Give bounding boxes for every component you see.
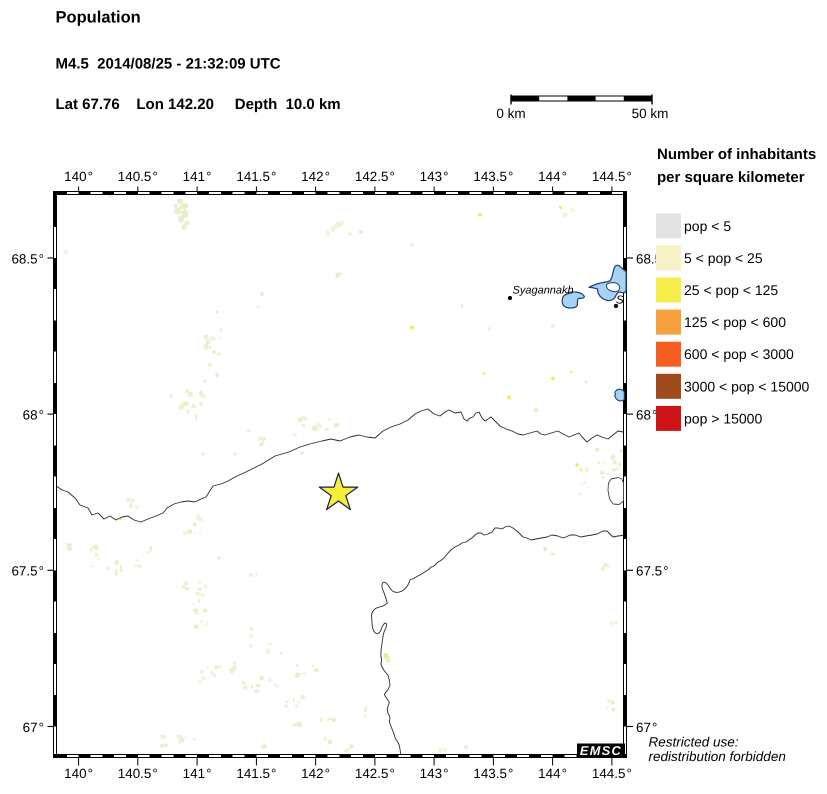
svg-text:143.5 °: 143.5 ° xyxy=(473,169,513,184)
svg-text:141.5 °: 141.5 ° xyxy=(236,169,276,184)
svg-text:67.5 °: 67.5 ° xyxy=(636,564,669,579)
svg-text:68 °: 68 ° xyxy=(636,407,657,422)
svg-text:140.5 °: 140.5 ° xyxy=(118,766,158,781)
svg-text:5 < pop < 25: 5 < pop < 25 xyxy=(684,250,763,266)
svg-text:67.5 °: 67.5 ° xyxy=(11,564,44,579)
svg-text:142.5 °: 142.5 ° xyxy=(355,766,395,781)
svg-text:M4.5 2014/08/25 - 21:32:09 UT: M4.5 2014/08/25 - 21:32:09 UTC xyxy=(56,56,281,73)
svg-text:per square kilometer: per square kilometer xyxy=(657,169,805,186)
svg-text:142 °: 142 ° xyxy=(301,169,330,184)
svg-text:S: S xyxy=(616,295,624,307)
svg-text:3000 < pop < 15000: 3000 < pop < 15000 xyxy=(684,378,810,394)
svg-text:143 °: 143 ° xyxy=(420,169,449,184)
svg-text:Lat 67.76 Lon 142.20 De: Lat 67.76 Lon 142.20 Depth 10.0 km xyxy=(56,96,341,113)
svg-text:67 °: 67 ° xyxy=(23,720,44,735)
svg-text:pop > 15000: pop > 15000 xyxy=(684,410,762,426)
svg-text:140.5 °: 140.5 ° xyxy=(118,169,158,184)
svg-text:144.5 °: 144.5 ° xyxy=(592,766,632,781)
svg-text:68.5 °: 68.5 ° xyxy=(11,251,44,266)
svg-text:140 °: 140 ° xyxy=(64,169,93,184)
svg-text:143 °: 143 ° xyxy=(420,766,449,781)
svg-text:140 °: 140 ° xyxy=(64,766,93,781)
svg-text:pop < 5: pop < 5 xyxy=(684,218,731,234)
svg-text:redistribution forbidden: redistribution forbidden xyxy=(649,749,786,764)
svg-text:143.5 °: 143.5 ° xyxy=(473,766,513,781)
svg-text:68 °: 68 ° xyxy=(23,407,44,422)
svg-text:144.5 °: 144.5 ° xyxy=(592,169,632,184)
svg-text:142 °: 142 ° xyxy=(301,766,330,781)
svg-text:141.5 °: 141.5 ° xyxy=(236,766,276,781)
svg-text:Syagannakh: Syagannakh xyxy=(513,285,574,297)
svg-text:141 °: 141 ° xyxy=(183,169,212,184)
svg-text:Population: Population xyxy=(56,9,141,27)
svg-text:125 < pop < 600: 125 < pop < 600 xyxy=(684,314,786,330)
svg-text:144 °: 144 ° xyxy=(538,766,567,781)
svg-text:142.5 °: 142.5 ° xyxy=(355,169,395,184)
svg-text:50 km: 50 km xyxy=(632,106,669,121)
svg-text:25 < pop < 125: 25 < pop < 125 xyxy=(684,282,778,298)
svg-text:Restricted use:: Restricted use: xyxy=(649,735,739,750)
svg-text:0 km: 0 km xyxy=(496,106,525,121)
svg-text:600 < pop < 3000: 600 < pop < 3000 xyxy=(684,346,794,362)
svg-text:67 °: 67 ° xyxy=(636,720,657,735)
svg-text:144 °: 144 ° xyxy=(538,169,567,184)
svg-text:Number of inhabitants: Number of inhabitants xyxy=(657,146,816,163)
svg-text:EMSC: EMSC xyxy=(580,743,622,758)
svg-text:141 °: 141 ° xyxy=(183,766,212,781)
